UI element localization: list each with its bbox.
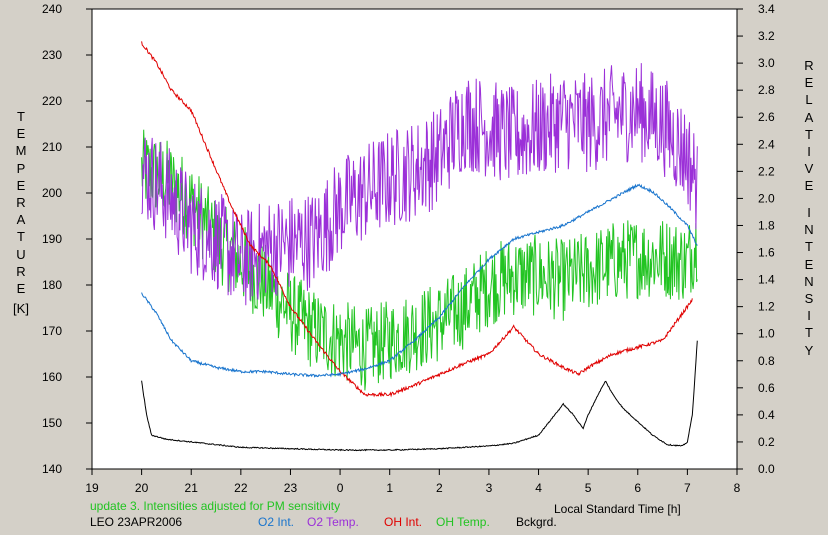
right-axis-label-relative-letter-2: L <box>805 92 813 108</box>
right-axis-label-relative-letter-1: E <box>804 75 814 91</box>
x-tick-label: 4 <box>535 481 542 495</box>
x-tick-label: 3 <box>486 481 493 495</box>
legend-o2-int: O2 Int. <box>258 515 295 529</box>
right-axis-label-relative-letter-3: A <box>804 109 814 125</box>
right-tick-label: 3.2 <box>758 29 775 43</box>
left-axis-label-letter-9: R <box>16 263 26 279</box>
right-axis-label-relative-letter-5: I <box>807 144 811 160</box>
x-tick-label: 1 <box>386 481 393 495</box>
x-axis-ticks: 19 20 21 22 23 0 1 2 3 4 5 6 7 8 <box>85 469 741 495</box>
right-tick-label: 1.0 <box>758 327 775 341</box>
left-axis-unit: [K] <box>13 301 29 316</box>
right-tick-label: 3.0 <box>758 56 775 70</box>
left-axis-label-letter-3: P <box>16 160 26 176</box>
series-line-oh-int <box>141 41 693 398</box>
x-axis-label: Local Standard Time [h] <box>554 502 681 516</box>
right-axis-label-relative-letter-6: V <box>804 161 814 177</box>
left-axis-label-letter-8: U <box>16 246 26 262</box>
update-note: update 3. Intensities adjusted for PM se… <box>90 499 341 513</box>
right-tick-label: 2.8 <box>758 83 775 97</box>
left-axis-label-letter-7: T <box>17 229 25 245</box>
left-tick-label: 220 <box>42 94 62 108</box>
left-tick-label: 210 <box>42 140 62 154</box>
x-tick-label: 2 <box>436 481 443 495</box>
left-axis-label-letter-10: E <box>16 281 26 297</box>
right-axis-label-intensity-letter-1: N <box>804 222 814 238</box>
left-tick-label: 230 <box>42 48 62 62</box>
left-axis-label-letter-6: A <box>16 212 26 228</box>
left-axis-ticks: 140 150 160 170 180 190 200 210 220 230 240 <box>42 2 92 476</box>
right-axis-ticks: 0.0 0.2 0.4 0.6 0.8 1.0 1.2 1.4 1.6 1.8 2.0 2.2 2.4 2… <box>737 2 775 476</box>
series-line-bckgrd <box>141 340 698 452</box>
right-tick-label: 0.4 <box>758 408 775 422</box>
right-axis-label-intensity-letter-5: S <box>804 291 814 307</box>
right-tick-label: 1.2 <box>758 300 775 314</box>
x-tick-label: 20 <box>135 481 149 495</box>
legend-bckgrd: Bckgrd. <box>516 515 557 529</box>
series-line-o2-temp <box>141 63 698 306</box>
right-tick-label: 1.6 <box>758 246 775 260</box>
right-tick-label: 0.2 <box>758 435 775 449</box>
right-axis-label-intensity-letter-0: I <box>807 205 811 220</box>
right-axis-label-intensity-letter-6: I <box>807 308 811 324</box>
right-tick-label: 2.2 <box>758 164 775 178</box>
x-tick-label: 8 <box>734 481 741 495</box>
legend-oh-int: OH Int. <box>384 515 423 529</box>
x-tick-label: 22 <box>234 481 248 495</box>
right-tick-label: 0.6 <box>758 381 775 395</box>
x-tick-label: 5 <box>585 481 592 495</box>
series-line-o2-int <box>141 183 698 378</box>
right-tick-label: 2.0 <box>758 191 775 205</box>
right-axis-label-relative-letter-7: E <box>804 178 814 194</box>
legend-oh-temp: OH Temp. <box>436 515 490 529</box>
plot-lines <box>141 41 698 452</box>
right-axis-label-relative-letter-0: R <box>804 58 814 73</box>
left-tick-label: 150 <box>42 416 62 430</box>
right-tick-label: 2.4 <box>758 137 775 151</box>
left-tick-label: 180 <box>42 278 62 292</box>
right-tick-label: 1.4 <box>758 273 775 287</box>
left-axis-label-letter-5: R <box>16 195 26 211</box>
right-axis-label-relative-letter-4: T <box>805 126 813 142</box>
left-tick-label: 170 <box>42 324 62 338</box>
right-axis-label-intensity-letter-2: T <box>805 239 813 255</box>
right-tick-label: 1.8 <box>758 218 775 232</box>
left-axis-label-letter-2: M <box>15 143 27 159</box>
right-tick-label: 0.8 <box>758 354 775 368</box>
right-tick-label: 2.6 <box>758 110 775 124</box>
left-tick-label: 140 <box>42 462 62 476</box>
left-tick-label: 190 <box>42 232 62 246</box>
right-axis-label-intensity-letter-4: N <box>804 273 814 289</box>
plot-frame <box>91 8 738 470</box>
right-tick-label: 0.0 <box>758 462 775 476</box>
right-axis-label-intensity-letter-3: E <box>804 256 814 272</box>
left-axis-label-letter-1: E <box>16 126 26 142</box>
x-tick-label: 0 <box>337 481 344 495</box>
left-tick-label: 160 <box>42 370 62 384</box>
left-axis-label-letter-4: E <box>16 177 26 193</box>
left-axis-label-letter-0: T <box>17 109 25 124</box>
x-tick-label: 21 <box>185 481 199 495</box>
x-tick-label: 19 <box>85 481 99 495</box>
legend-o2-temp: O2 Temp. <box>307 515 359 529</box>
left-tick-label: 200 <box>42 186 62 200</box>
x-tick-label: 6 <box>634 481 641 495</box>
right-tick-label: 3.4 <box>758 2 775 16</box>
station-date-label: LEO 23APR2006 <box>90 515 183 529</box>
left-tick-label: 240 <box>42 2 62 16</box>
x-tick-label: 23 <box>284 481 298 495</box>
right-axis-label-intensity-letter-8: Y <box>804 342 814 358</box>
x-tick-label: 7 <box>684 481 691 495</box>
right-axis-label-intensity-letter-7: T <box>805 325 813 341</box>
